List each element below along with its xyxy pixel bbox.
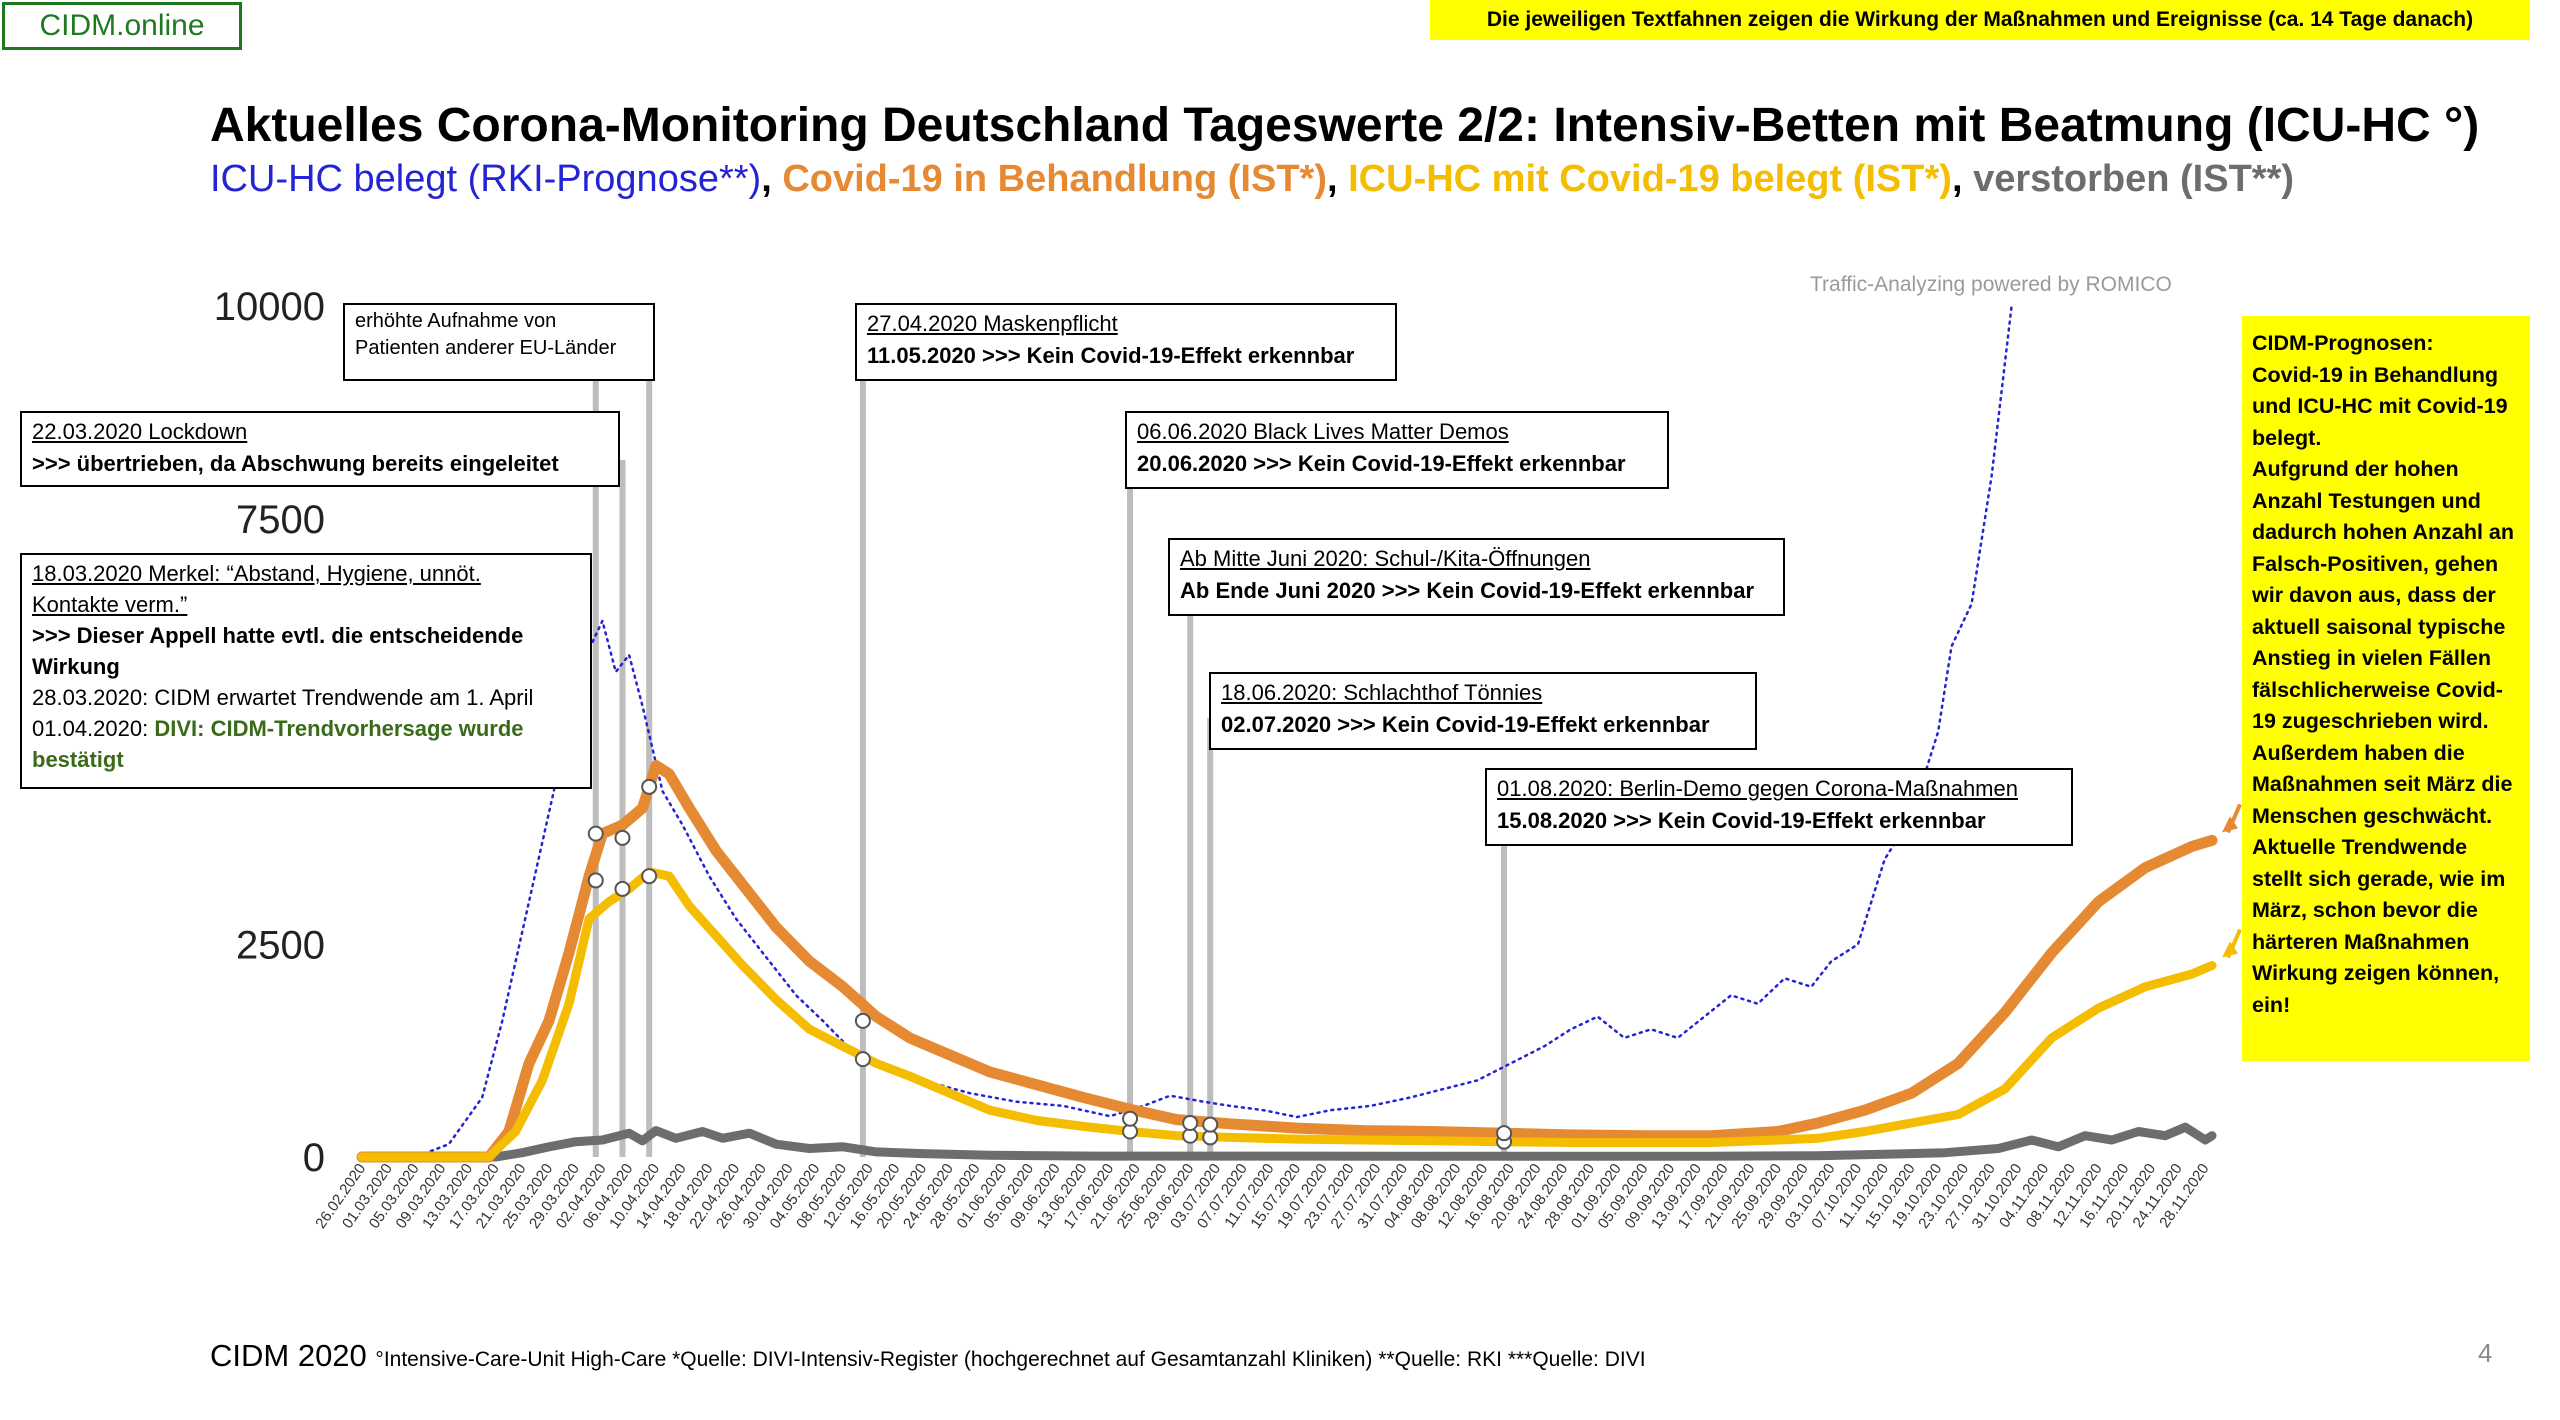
event-marker-point: [1202, 1116, 1219, 1133]
annotation-blm: 06.06.2020 Black Lives Matter Demos 20.0…: [1125, 411, 1669, 489]
forecast-arrowhead: [2222, 816, 2238, 833]
annotation-toennies: 18.06.2020: Schlachthof Tönnies 02.07.20…: [1209, 672, 1757, 750]
legend-sep: ,: [1327, 158, 1349, 200]
annotation-merkel-line6b: DIVI: CIDM-Trendvorhersage wurde: [154, 716, 524, 741]
footer: CIDM 2020 °Intensive-Care-Unit High-Care…: [210, 1338, 1646, 1374]
annotation-merkel-line6a: 01.04.2020:: [32, 716, 155, 741]
annotation-lockdown: 22.03.2020 Lockdown >>> übertrieben, da …: [20, 411, 620, 487]
series-line: [360, 304, 2013, 1159]
page-number: 4: [2478, 1338, 2493, 1368]
annotation-merkel-line1: 18.03.2020 Merkel: “Abstand, Hygiene, un…: [32, 561, 481, 586]
brand-logo[interactable]: CIDM.online: [2, 2, 242, 50]
series-line: [357, 867, 2217, 1162]
series-line: [357, 1122, 2217, 1162]
annotation-eu-line2: Patienten anderer EU-Länder: [355, 337, 617, 359]
annotation-berlin: 01.08.2020: Berlin-Demo gegen Corona-Maß…: [1485, 768, 2073, 846]
annotation-schule-text: Ab Ende Juni 2020 >>> Kein Covid-19-Effe…: [1180, 578, 1755, 603]
forecast-arrowhead: [2222, 941, 2238, 958]
legend-yellow: ICU-HC mit Covid-19 belegt (IST*): [1348, 158, 1952, 200]
footer-note: °Intensive-Care-Unit High-Care *Quelle: …: [375, 1348, 1646, 1371]
annotation-merkel-line2: Kontakte verm.”: [32, 592, 188, 617]
annotation-toennies-title: 18.06.2020: Schlachthof Tönnies: [1221, 680, 1543, 705]
annotation-eu: erhöhte Aufnahme von Patienten anderer E…: [343, 303, 655, 381]
watermark: Traffic-Analyzing powered by ROMICO: [1810, 273, 2172, 296]
chart-subtitle: ICU-HC belegt (RKI-Prognose**), Covid-19…: [210, 158, 2510, 201]
cidm-forecast-box: CIDM-Prognosen: Covid-19 in Behandlung u…: [2242, 316, 2530, 1061]
annotation-merkel-line4: Wirkung: [32, 654, 120, 679]
event-marker-point: [587, 872, 604, 889]
annotation-maske-title: 27.04.2020 Maskenpflicht: [867, 311, 1118, 336]
footer-main: CIDM 2020: [210, 1338, 367, 1373]
annotation-schule-title: Ab Mitte Juni 2020: Schul-/Kita-Öffnunge…: [1180, 546, 1591, 571]
annotation-lockdown-text: >>> übertrieben, da Abschwung bereits ei…: [32, 451, 559, 476]
legend-orange: Covid-19 in Behandlung (IST*): [782, 158, 1327, 200]
series-line: [356, 760, 2218, 1163]
annotation-berlin-text: 15.08.2020 >>> Kein Covid-19-Effekt erke…: [1497, 808, 1986, 833]
annotation-schule: Ab Mitte Juni 2020: Schul-/Kita-Öffnunge…: [1168, 538, 1785, 616]
legend-sep: ,: [761, 158, 783, 200]
y-tick-label: 2500: [236, 923, 325, 967]
y-tick-label: 7500: [236, 498, 325, 542]
annotation-blm-title: 06.06.2020 Black Lives Matter Demos: [1137, 419, 1509, 444]
event-marker-point: [1122, 1110, 1139, 1127]
event-marker-point: [614, 880, 631, 897]
annotation-eu-line1: erhöhte Aufnahme von: [355, 310, 557, 332]
event-marker-point: [854, 1051, 871, 1068]
legend-gray: verstorben (IST**): [1973, 158, 2295, 200]
chart-title: Aktuelles Corona-Monitoring Deutschland …: [210, 99, 2480, 152]
annotation-maske-text: 11.05.2020 >>> Kein Covid-19-Effekt erke…: [867, 343, 1355, 368]
legend-blue: ICU-HC belegt (RKI-Prognose**): [210, 158, 762, 200]
event-marker-point: [641, 868, 658, 885]
legend-sep: ,: [1951, 158, 1974, 200]
annotation-berlin-title: 01.08.2020: Berlin-Demo gegen Corona-Maß…: [1497, 776, 2018, 801]
event-marker-point: [1496, 1125, 1513, 1142]
event-marker-point: [854, 1012, 871, 1029]
annotation-merkel-line3: >>> Dieser Appell hatte evtl. die entsch…: [32, 623, 524, 648]
top-note: Die jeweiligen Textfahnen zeigen die Wir…: [1430, 0, 2530, 40]
annotation-merkel: 18.03.2020 Merkel: “Abstand, Hygiene, un…: [20, 553, 592, 789]
annotation-merkel-line7: bestätigt: [32, 747, 124, 772]
event-marker-point: [587, 825, 604, 842]
event-marker-point: [641, 778, 658, 795]
annotation-toennies-text: 02.07.2020 >>> Kein Covid-19-Effekt erke…: [1221, 712, 1710, 737]
annotation-merkel-line5: 28.03.2020: CIDM erwartet Trendwende am …: [32, 685, 534, 710]
y-tick-label: 10000: [214, 285, 325, 329]
annotation-lockdown-title: 22.03.2020 Lockdown: [32, 419, 248, 444]
annotation-blm-text: 20.06.2020 >>> Kein Covid-19-Effekt erke…: [1137, 451, 1626, 476]
event-marker-point: [614, 829, 631, 846]
event-marker-point: [1182, 1114, 1199, 1131]
y-tick-label: 0: [303, 1136, 325, 1180]
annotation-maske: 27.04.2020 Maskenpflicht 11.05.2020 >>> …: [855, 303, 1397, 381]
